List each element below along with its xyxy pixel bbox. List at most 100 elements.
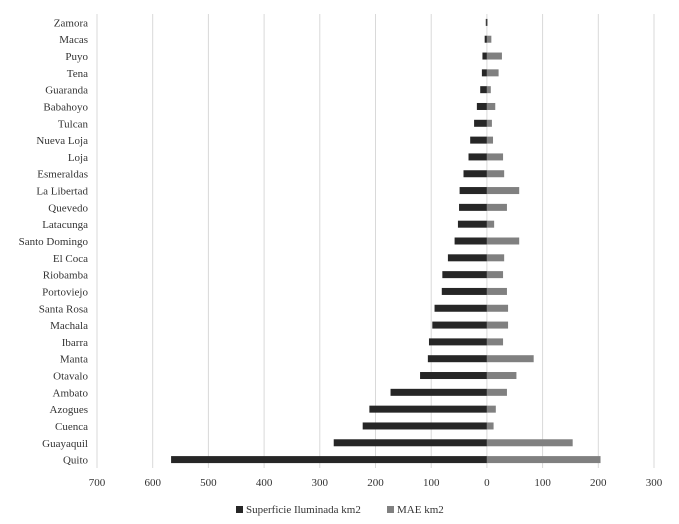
bar-mae (486, 304, 509, 312)
bar-mae (486, 35, 492, 43)
x-tick-label: 600 (144, 477, 161, 489)
x-tick-label: 300 (646, 477, 663, 489)
bar-superficie (457, 220, 487, 228)
bar-mae (486, 388, 507, 396)
category-label: Latacunga (42, 219, 88, 231)
x-tick-label: 0 (484, 477, 490, 489)
bar-mae (486, 422, 494, 430)
category-label: Santa Rosa (39, 303, 88, 315)
bar-superficie (333, 439, 487, 447)
bar-superficie (485, 18, 487, 26)
bar-superficie (481, 69, 487, 77)
legend-label-mae: MAE km2 (397, 504, 444, 516)
bar-mae (486, 153, 504, 161)
bar-superficie (427, 355, 487, 363)
legend-swatch-superficie (236, 506, 243, 513)
bar-superficie (470, 136, 487, 144)
x-tick-label: 500 (200, 477, 217, 489)
category-label: La Libertad (36, 186, 88, 198)
category-label: Babahoyo (43, 101, 88, 113)
bar-mae (486, 119, 492, 127)
bar-mae (486, 52, 502, 60)
bar-mae (486, 220, 495, 228)
category-label: Azogues (50, 404, 89, 416)
bar-superficie (428, 338, 487, 346)
bar-mae (486, 372, 517, 380)
bar-superficie (474, 119, 487, 127)
bar-superficie (484, 35, 487, 43)
bar-mae (486, 136, 494, 144)
category-label: El Coca (53, 253, 88, 265)
x-tick-label: 700 (89, 477, 106, 489)
bar-superficie (390, 388, 487, 396)
bar-mae (486, 18, 488, 26)
x-tick-label: 200 (590, 477, 607, 489)
category-label: Puyo (65, 51, 88, 63)
x-tick-label: 400 (256, 477, 273, 489)
bar-superficie (463, 170, 487, 178)
bar-superficie (480, 86, 487, 94)
category-label: Loja (68, 152, 88, 164)
bar-mae (486, 170, 505, 178)
bar-mae (486, 456, 601, 464)
x-tick-label: 100 (423, 477, 440, 489)
bars (171, 18, 601, 464)
bar-mae (486, 203, 507, 211)
bar-mae (486, 254, 505, 262)
bar-superficie (369, 405, 487, 413)
bar-mae (486, 338, 504, 346)
bar-superficie (476, 102, 487, 110)
category-label: Quito (63, 455, 89, 467)
category-label: Macas (59, 34, 88, 46)
legend-swatch-mae (387, 506, 394, 513)
category-label: Nueva Loja (36, 135, 88, 147)
legend: Superficie Iluminada km2 MAE km2 (236, 504, 444, 516)
legend-label-superficie: Superficie Iluminada km2 (246, 504, 361, 516)
category-label: Cuenca (55, 421, 88, 433)
bar-superficie (482, 52, 487, 60)
category-label: Riobamba (43, 270, 88, 282)
category-label: Machala (50, 320, 88, 332)
bar-superficie (362, 422, 487, 430)
bar-mae (486, 405, 496, 413)
x-tick-label: 200 (367, 477, 384, 489)
bar-mae (486, 271, 504, 279)
category-label: Guaranda (45, 85, 88, 97)
category-label: Ibarra (62, 337, 88, 349)
bar-superficie (454, 237, 487, 245)
bar-mae (486, 287, 507, 295)
category-label: Esmeraldas (37, 169, 88, 181)
category-label: Tena (67, 68, 88, 80)
bar-mae (486, 187, 520, 195)
bar-mae (486, 321, 509, 329)
x-axis-tick-labels: 700 600 500 400 300 200 100 0 100 200 300 (89, 477, 663, 489)
category-label: Tulcan (58, 118, 89, 130)
category-label: Manta (60, 354, 88, 366)
bar-superficie (420, 372, 487, 380)
bar-superficie (447, 254, 487, 262)
bar-superficie (468, 153, 487, 161)
category-label: Guayaquil (42, 438, 88, 450)
bar-superficie (441, 287, 487, 295)
bar-mae (486, 102, 496, 110)
category-label: Portoviejo (42, 286, 88, 298)
bar-mae (486, 86, 491, 94)
bar-superficie (171, 456, 487, 464)
bar-superficie (459, 187, 487, 195)
x-tick-label: 100 (534, 477, 551, 489)
bar-superficie (442, 271, 487, 279)
bar-superficie (434, 304, 487, 312)
category-label: Zamora (54, 17, 88, 29)
category-label: Ambato (53, 387, 89, 399)
bar-mae (486, 237, 520, 245)
category-labels: Zamora Macas Puyo Tena Guaranda Babahoyo Tulca… (19, 17, 89, 466)
category-label: Otavalo (53, 371, 88, 383)
bar-mae (486, 69, 499, 77)
bar-mae (486, 355, 534, 363)
bar-superficie (459, 203, 487, 211)
category-label: Santo Domingo (19, 236, 89, 248)
bar-superficie (432, 321, 487, 329)
x-tick-label: 300 (312, 477, 329, 489)
gridlines (96, 14, 655, 468)
